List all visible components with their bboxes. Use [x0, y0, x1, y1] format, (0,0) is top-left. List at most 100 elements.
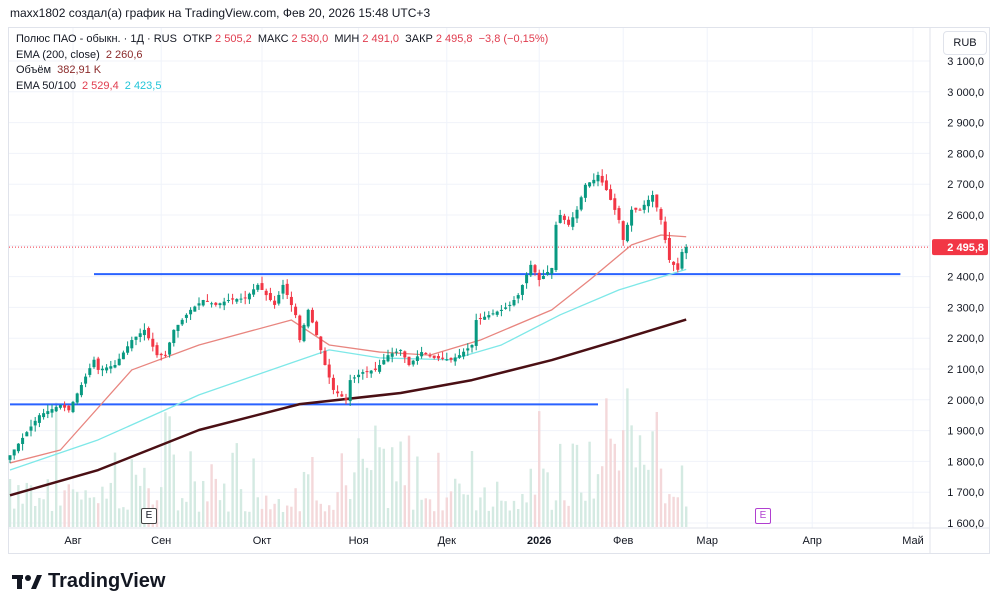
volume-bar: [84, 490, 87, 527]
candle-body: [667, 237, 671, 260]
candle-body: [63, 405, 67, 408]
candle: [348, 374, 352, 406]
candle: [684, 244, 688, 260]
candle: [596, 171, 600, 187]
candle-body: [684, 247, 688, 254]
volume-bar: [239, 489, 243, 527]
volume-bar: [441, 510, 444, 527]
tradingview-logo[interactable]: TradingView: [12, 570, 165, 593]
candle-body: [214, 302, 218, 305]
candle: [252, 283, 256, 297]
candle: [336, 385, 340, 397]
ema100-value: 2 423,5: [124, 79, 162, 92]
candle-body: [294, 306, 298, 316]
candle: [428, 352, 432, 358]
candle-body: [8, 455, 12, 460]
volume-bar: [533, 494, 537, 527]
candle-body: [520, 285, 524, 295]
price-tick-label: 1 800,0: [947, 456, 984, 468]
candle: [491, 309, 495, 316]
volume-bar: [206, 501, 209, 527]
volume-bar: [617, 470, 621, 527]
volume-bar: [143, 467, 146, 527]
volume-bar: [13, 508, 16, 527]
candle: [525, 272, 529, 289]
time-tick-label: 2026: [527, 535, 551, 547]
candle-body: [105, 367, 109, 371]
price-tick-label: 1 700,0: [947, 487, 984, 499]
candle-body: [583, 184, 587, 198]
price-tick-label: 1 900,0: [947, 426, 984, 438]
candle-body: [676, 263, 680, 270]
candle: [302, 323, 306, 343]
candle: [432, 355, 436, 360]
candle-body: [466, 348, 470, 351]
candle: [441, 351, 445, 361]
candle-body: [176, 324, 180, 332]
price-tick-label: 2 300,0: [947, 302, 984, 314]
candle-body: [113, 364, 117, 368]
candle-body: [109, 366, 113, 369]
candle-body: [499, 309, 503, 311]
legend-ema50100-row[interactable]: EMA 50/100 2 529,4 2 423,5: [16, 79, 551, 95]
volume-value: 382,91 K: [57, 64, 102, 76]
candle: [117, 353, 121, 366]
volume-bar: [550, 509, 553, 527]
candle: [75, 392, 79, 405]
currency-button[interactable]: RUB: [943, 31, 987, 55]
volume-bar: [517, 509, 520, 527]
candle-body: [516, 295, 520, 299]
volume-bar: [164, 412, 167, 527]
earnings-marker-upcoming[interactable]: E: [755, 508, 771, 524]
volume-bar: [307, 474, 310, 527]
volume-bar: [521, 494, 524, 527]
volume-bar: [265, 495, 268, 527]
candle: [449, 357, 453, 363]
candle: [138, 328, 142, 343]
candle: [8, 455, 12, 464]
candle: [256, 283, 260, 292]
volume-bar: [76, 491, 79, 527]
candle-body: [600, 175, 604, 183]
volume-bar: [353, 472, 356, 527]
candle: [281, 279, 285, 300]
candle-body: [344, 398, 348, 400]
candle-body: [331, 377, 335, 390]
candle-body: [29, 426, 33, 431]
symbol-name[interactable]: Полюс ПАО - обыкн. · 1Д · RUS: [16, 33, 177, 45]
volume-bar: [340, 453, 343, 527]
candle: [537, 269, 541, 287]
candle: [512, 296, 516, 307]
candle: [352, 375, 356, 383]
volume-bar: [445, 497, 448, 527]
candle: [436, 353, 440, 362]
volume-bar: [458, 483, 461, 527]
time-tick-label: Окт: [253, 535, 272, 547]
candle: [399, 349, 403, 356]
candle: [470, 344, 474, 353]
earnings-marker[interactable]: E: [141, 508, 157, 524]
candle: [306, 308, 310, 329]
candle-body: [642, 204, 646, 210]
candle: [457, 348, 461, 359]
time-tick-label: Май: [902, 535, 924, 547]
volume-bar: [470, 451, 474, 527]
price-tick-label: 2 700,0: [947, 179, 984, 191]
volume-bar: [214, 478, 217, 527]
candle: [474, 313, 478, 351]
candle-body: [407, 356, 411, 365]
candle-body: [197, 303, 201, 306]
chart-frame[interactable]: [8, 27, 990, 554]
candle: [478, 313, 482, 325]
candle-body: [483, 316, 487, 320]
legend-volume-row[interactable]: Объём 382,91 K: [16, 63, 551, 79]
candle-body: [638, 209, 642, 211]
volume-bar: [437, 452, 440, 527]
volume-bar: [155, 500, 159, 527]
candle: [294, 303, 298, 319]
legend-ema200-row[interactable]: EMA (200, close) 2 260,6: [16, 48, 551, 64]
volume-bar: [424, 498, 427, 527]
volume-bar: [357, 438, 360, 527]
candle-body: [478, 318, 482, 320]
